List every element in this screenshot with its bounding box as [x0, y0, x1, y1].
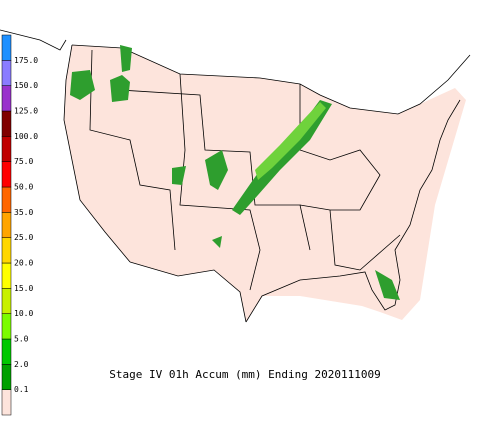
- rain-area: [110, 75, 130, 102]
- legend-label: 75.0: [14, 157, 33, 166]
- legend-label: 2.0: [14, 360, 29, 369]
- rain-area: [70, 70, 95, 100]
- legend-swatch: [1, 364, 12, 390]
- west-coast: [63, 44, 131, 263]
- canada-coast: [0, 29, 67, 51]
- legend-swatch: [1, 237, 12, 264]
- legend-swatch: [1, 161, 12, 188]
- legend-label: 0.1: [14, 385, 29, 394]
- canada-border: [71, 44, 471, 115]
- legend-swatch: [1, 60, 12, 86]
- legend-swatch: [1, 389, 12, 416]
- legend-swatch: [1, 186, 12, 213]
- legend-swatch: [1, 212, 12, 238]
- legend-label: 25.0: [14, 233, 33, 242]
- legend-label: 175.0: [14, 56, 38, 65]
- legend-swatch: [1, 34, 12, 61]
- precipitation: [70, 45, 400, 300]
- legend-label: 20.0: [14, 259, 33, 268]
- map-title: Stage IV 01h Accum (mm) Ending 202011100…: [109, 368, 381, 381]
- legend-swatch: [1, 110, 12, 137]
- borders: [0, 29, 471, 323]
- legend: 0.1 2.0 5.0 10.0 15.0 20.0 25.0 35.0 50.0 75.0 100…: [1, 34, 38, 416]
- rain-area: [375, 270, 400, 300]
- legend-swatch: [1, 313, 12, 340]
- legend-label: 100.0: [14, 132, 38, 141]
- state-lines-east: [299, 84, 381, 211]
- rain-area: [120, 45, 132, 72]
- state-lines-plains: [179, 73, 261, 291]
- legend-label: 5.0: [14, 335, 29, 344]
- legend-label: 35.0: [14, 208, 33, 217]
- state-lines-west: [89, 49, 176, 251]
- gulf-east-coast: [245, 99, 461, 323]
- legend-swatch: [1, 288, 12, 314]
- legend-label: 150.0: [14, 81, 38, 90]
- rain-area: [172, 166, 186, 185]
- state-lines-south: [329, 209, 401, 271]
- legend-swatch: [1, 136, 12, 162]
- rain-area: [212, 236, 222, 248]
- legend-swatch: [1, 338, 12, 365]
- legend-label: 10.0: [14, 309, 33, 318]
- mexico-border: [129, 261, 247, 323]
- legend-label: 15.0: [14, 284, 33, 293]
- legend-label: 125.0: [14, 107, 38, 116]
- legend-swatch: [1, 85, 12, 112]
- legend-swatch: [1, 262, 12, 289]
- legend-label: 50.0: [14, 183, 33, 192]
- rain-area: [205, 150, 228, 190]
- rain-band-core: [255, 102, 326, 180]
